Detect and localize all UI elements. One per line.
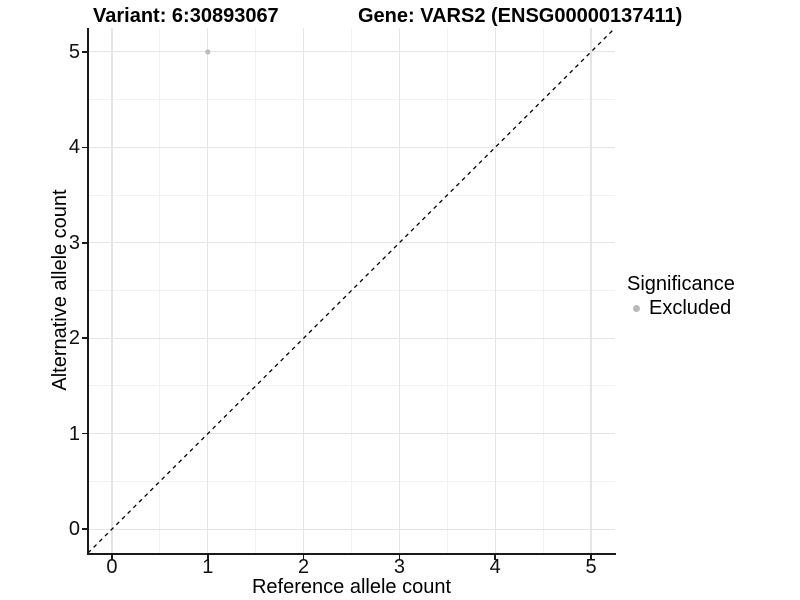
x-tick-label: 3 [393,556,405,578]
identity-dashed-line [88,28,615,553]
x-tick-label: 1 [202,556,214,578]
y-tick [82,51,87,53]
plot-canvas [88,28,615,553]
gridline-major-horizontal [88,528,615,530]
gridline-major-horizontal [88,433,615,435]
y-tick [82,528,87,530]
x-tick [302,555,305,560]
y-axis-line [87,28,89,555]
gridline-major-vertical [590,28,592,553]
x-tick [494,555,496,560]
legend-title: Significance [627,273,735,295]
y-tick-label: 1 [68,422,80,445]
y-tick [82,432,87,435]
x-tick [398,555,401,560]
x-tick [207,555,209,560]
gridline-minor-vertical [446,28,448,553]
plot-title-gene: Gene: VARS2 (ENSG00000137411) [358,5,683,27]
gridline-major-vertical [111,28,113,553]
legend-item-label: Excluded [649,297,732,319]
y-tick-label: 3 [68,231,80,254]
legend: Significance Excluded [627,274,735,318]
gridline-major-vertical [302,28,305,553]
gridline-minor-horizontal [88,99,615,101]
x-tick-label: 0 [106,556,118,578]
gridline-minor-horizontal [88,194,615,196]
y-tick-label: 0 [68,518,80,541]
data-point-excluded [205,49,211,55]
gridline-major-horizontal [88,242,615,244]
excluded-point-marker-icon [633,304,640,312]
y-tick [82,337,87,339]
x-tick-label: 2 [298,556,310,578]
legend-item-excluded: Excluded [627,298,735,318]
x-tick [590,555,592,560]
gridline-major-horizontal [88,146,615,148]
y-tick-label: 5 [68,40,80,63]
plot-title-variant: Variant: 6:30893067 [93,5,279,27]
x-axis-title: Reference allele count [251,576,451,598]
x-tick-label: 5 [585,556,597,578]
y-tick-label: 2 [68,327,80,350]
y-axis-title: Alternative allele count [49,189,71,391]
x-axis-line [87,553,616,555]
gridline-major-vertical [494,28,496,553]
gridline-major-vertical [398,28,400,553]
y-tick [82,146,87,149]
gridline-major-horizontal [88,337,615,339]
x-tick [111,555,113,560]
x-tick-label: 4 [489,556,501,578]
y-tick [82,242,87,244]
y-tick-label: 4 [68,136,80,159]
gridline-major-vertical [207,28,209,553]
gridline-minor-vertical [542,28,544,553]
gridline-major-horizontal [88,51,615,53]
